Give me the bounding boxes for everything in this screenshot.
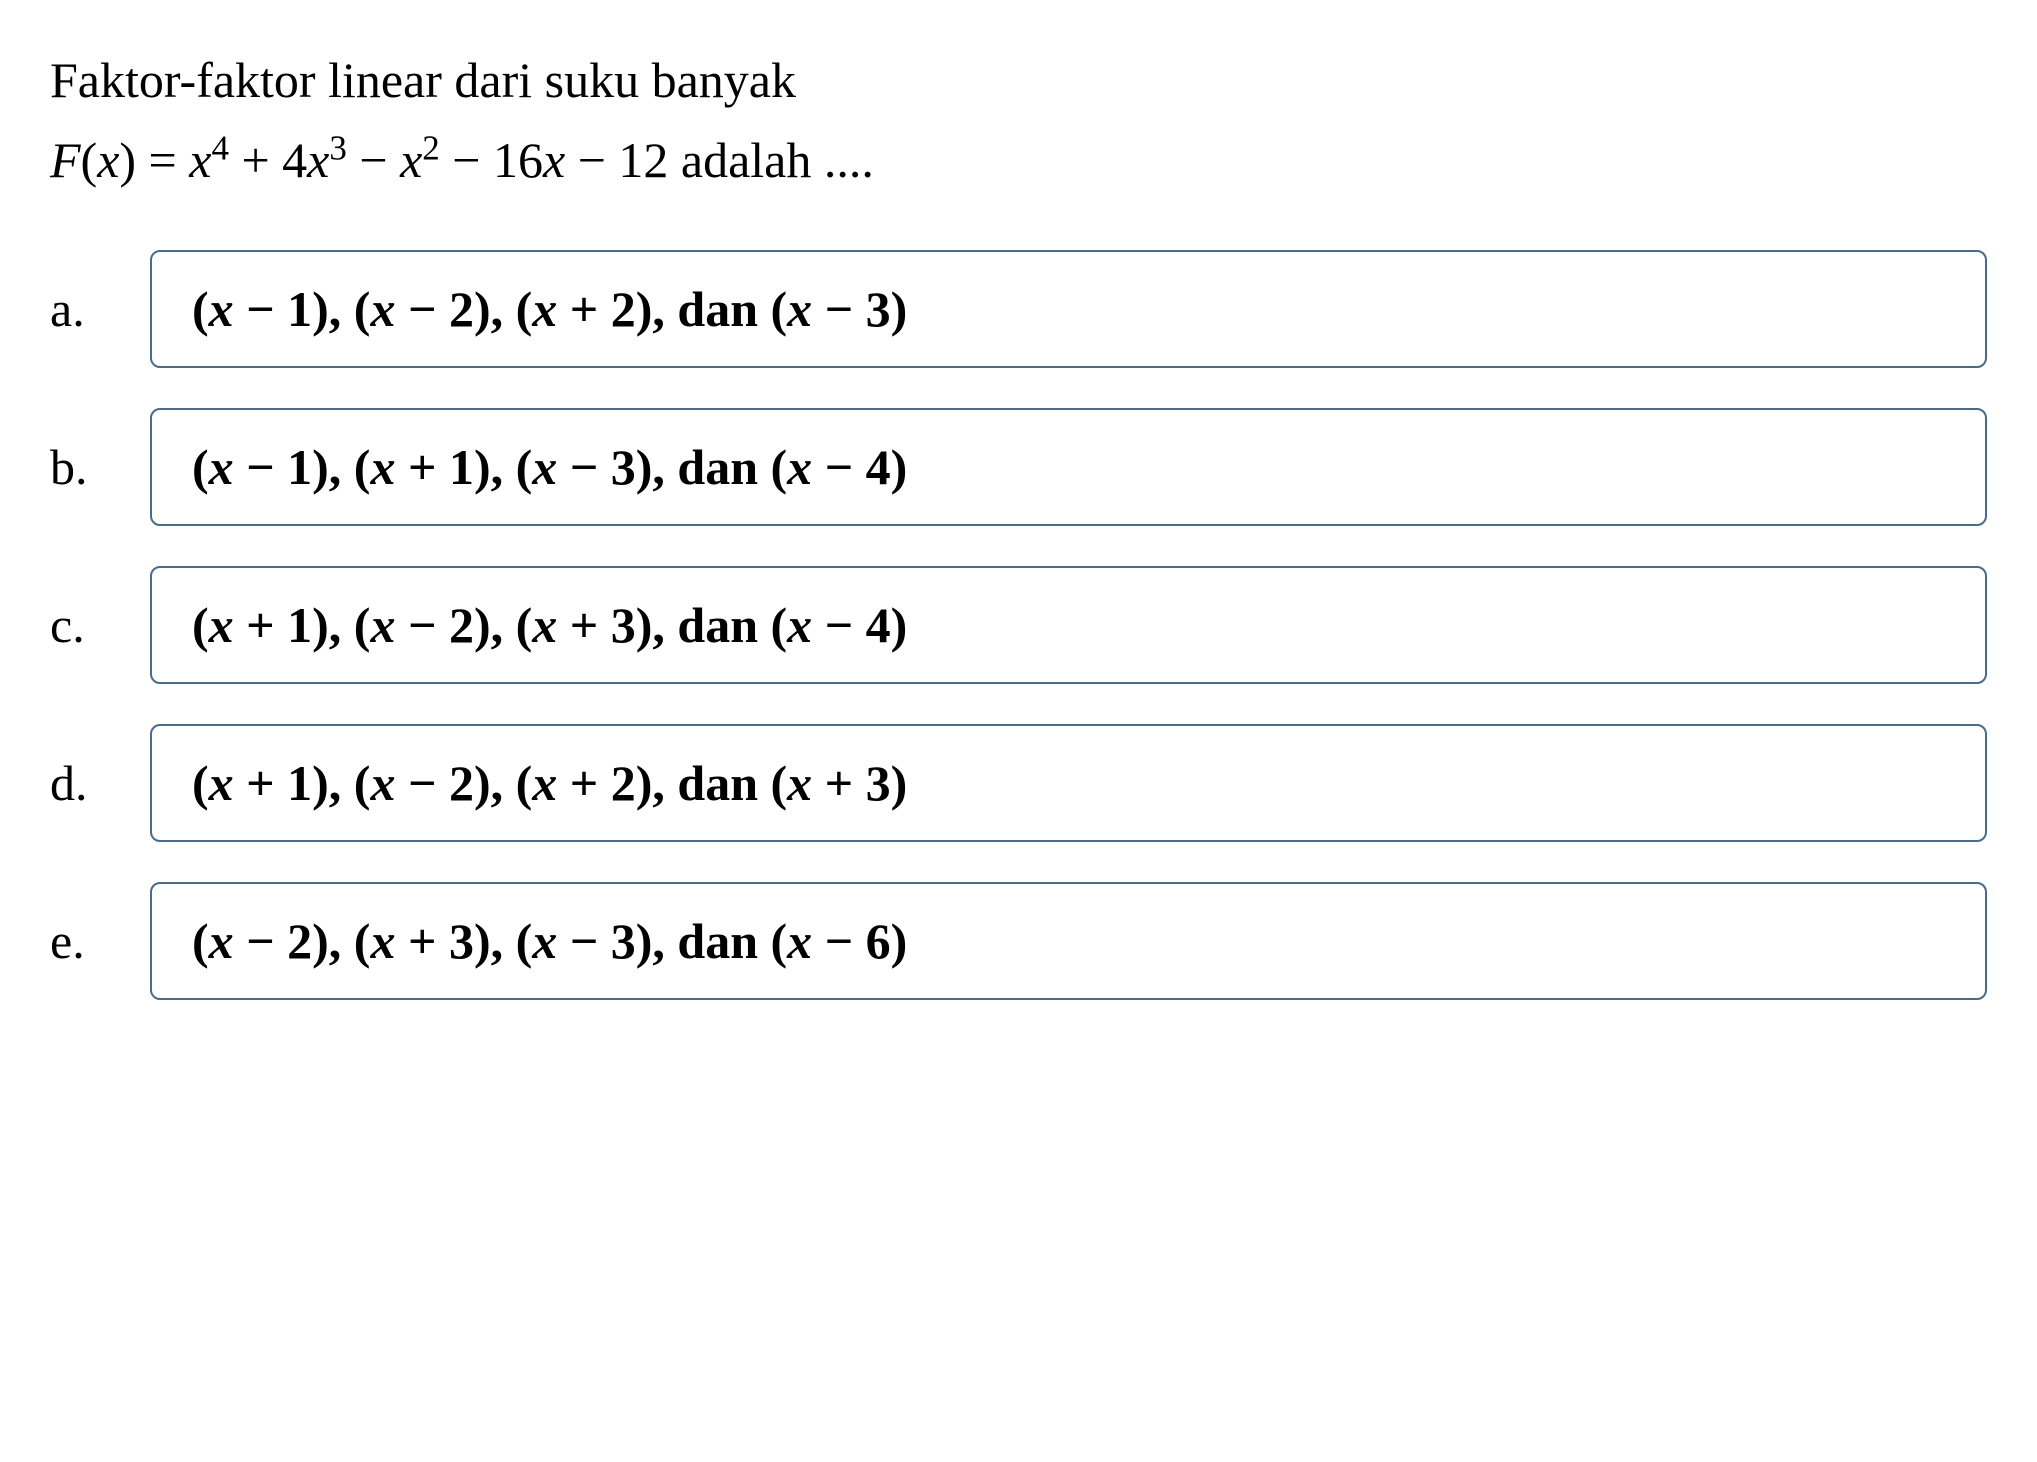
option-row-a: a. (x − 1), (x − 2), (x + 2), dan (x − 3…: [50, 250, 1987, 368]
option-box-c[interactable]: (x + 1), (x − 2), (x + 3), dan (x − 4): [150, 566, 1987, 684]
question-text: Faktor-faktor linear dari suku banyak F(…: [50, 40, 1987, 200]
option-box-d[interactable]: (x + 1), (x − 2), (x + 2), dan (x + 3): [150, 724, 1987, 842]
option-letter-b: b.: [50, 438, 110, 496]
option-row-b: b. (x − 1), (x + 1), (x − 3), dan (x − 4…: [50, 408, 1987, 526]
option-content-e: (x − 2), (x + 3), (x − 3), dan (x − 6): [192, 913, 907, 969]
option-letter-e: e.: [50, 912, 110, 970]
option-letter-d: d.: [50, 754, 110, 812]
option-row-c: c. (x + 1), (x − 2), (x + 3), dan (x − 4…: [50, 566, 1987, 684]
poly-x2: x: [400, 132, 422, 188]
option-content-d: (x + 1), (x − 2), (x + 2), dan (x + 3): [192, 755, 907, 811]
option-box-b[interactable]: (x − 1), (x + 1), (x − 3), dan (x − 4): [150, 408, 1987, 526]
poly-x3: x: [307, 132, 329, 188]
poly-x1: x: [543, 132, 565, 188]
variable-x: x: [97, 132, 119, 188]
option-box-a[interactable]: (x − 1), (x − 2), (x + 2), dan (x − 3): [150, 250, 1987, 368]
option-row-e: e. (x − 2), (x + 3), (x − 3), dan (x − 6…: [50, 882, 1987, 1000]
function-name: F: [50, 132, 81, 188]
option-content-a: (x − 1), (x − 2), (x + 2), dan (x − 3): [192, 281, 907, 337]
option-row-d: d. (x + 1), (x − 2), (x + 2), dan (x + 3…: [50, 724, 1987, 842]
options-container: a. (x − 1), (x − 2), (x + 2), dan (x − 3…: [50, 250, 1987, 1000]
option-content-c: (x + 1), (x − 2), (x + 3), dan (x − 4): [192, 597, 907, 653]
question-line1: Faktor-faktor linear dari suku banyak: [50, 40, 1987, 120]
option-letter-a: a.: [50, 280, 110, 338]
option-content-b: (x − 1), (x + 1), (x − 3), dan (x − 4): [192, 439, 907, 495]
option-letter-c: c.: [50, 596, 110, 654]
poly-x4: x: [189, 132, 211, 188]
question-line2: F(x) = x4 + 4x3 − x2 − 16x − 12 adalah .…: [50, 120, 1987, 200]
option-box-e[interactable]: (x − 2), (x + 3), (x − 3), dan (x − 6): [150, 882, 1987, 1000]
